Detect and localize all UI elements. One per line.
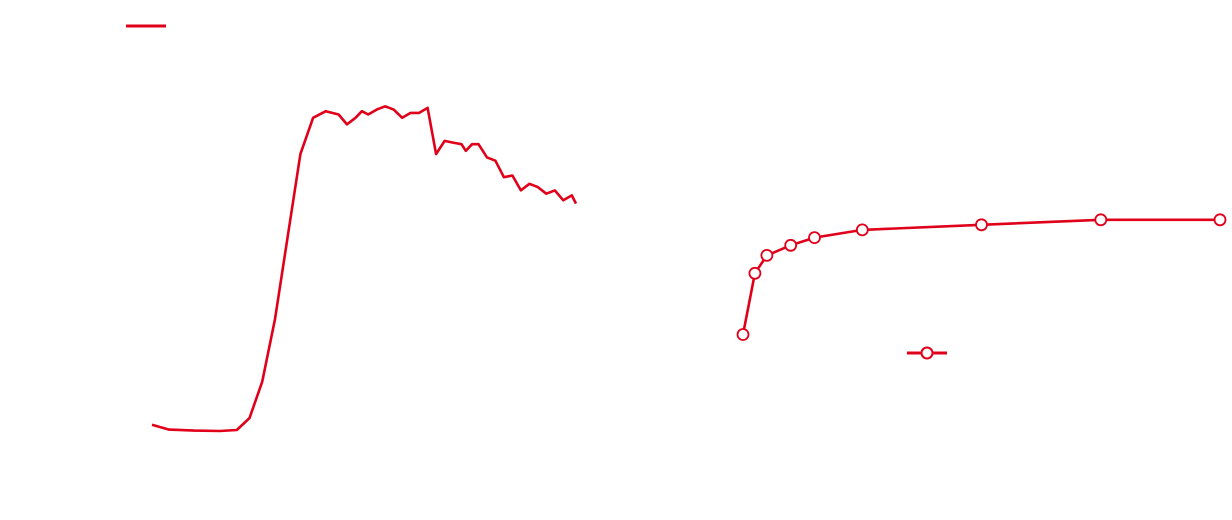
left-series-line-0 [151, 105, 578, 433]
right-chart [736, 213, 1227, 360]
right-data-point-1 [748, 266, 762, 280]
right-data-point-6 [975, 218, 988, 232]
right-legend-circle-marker [920, 346, 934, 360]
left-chart [126, 24, 578, 433]
right-plot-area [736, 213, 1227, 341]
right-data-point-7 [1094, 213, 1108, 227]
right-data-point-2 [760, 248, 774, 262]
left-plot-area [151, 105, 578, 433]
right-data-point-5 [855, 223, 869, 237]
right-data-point-3 [784, 238, 798, 252]
right-data-point-8 [1213, 213, 1227, 227]
right-data-point-4 [808, 231, 821, 245]
right-legend [907, 346, 947, 360]
right-data-point-0 [736, 328, 750, 341]
